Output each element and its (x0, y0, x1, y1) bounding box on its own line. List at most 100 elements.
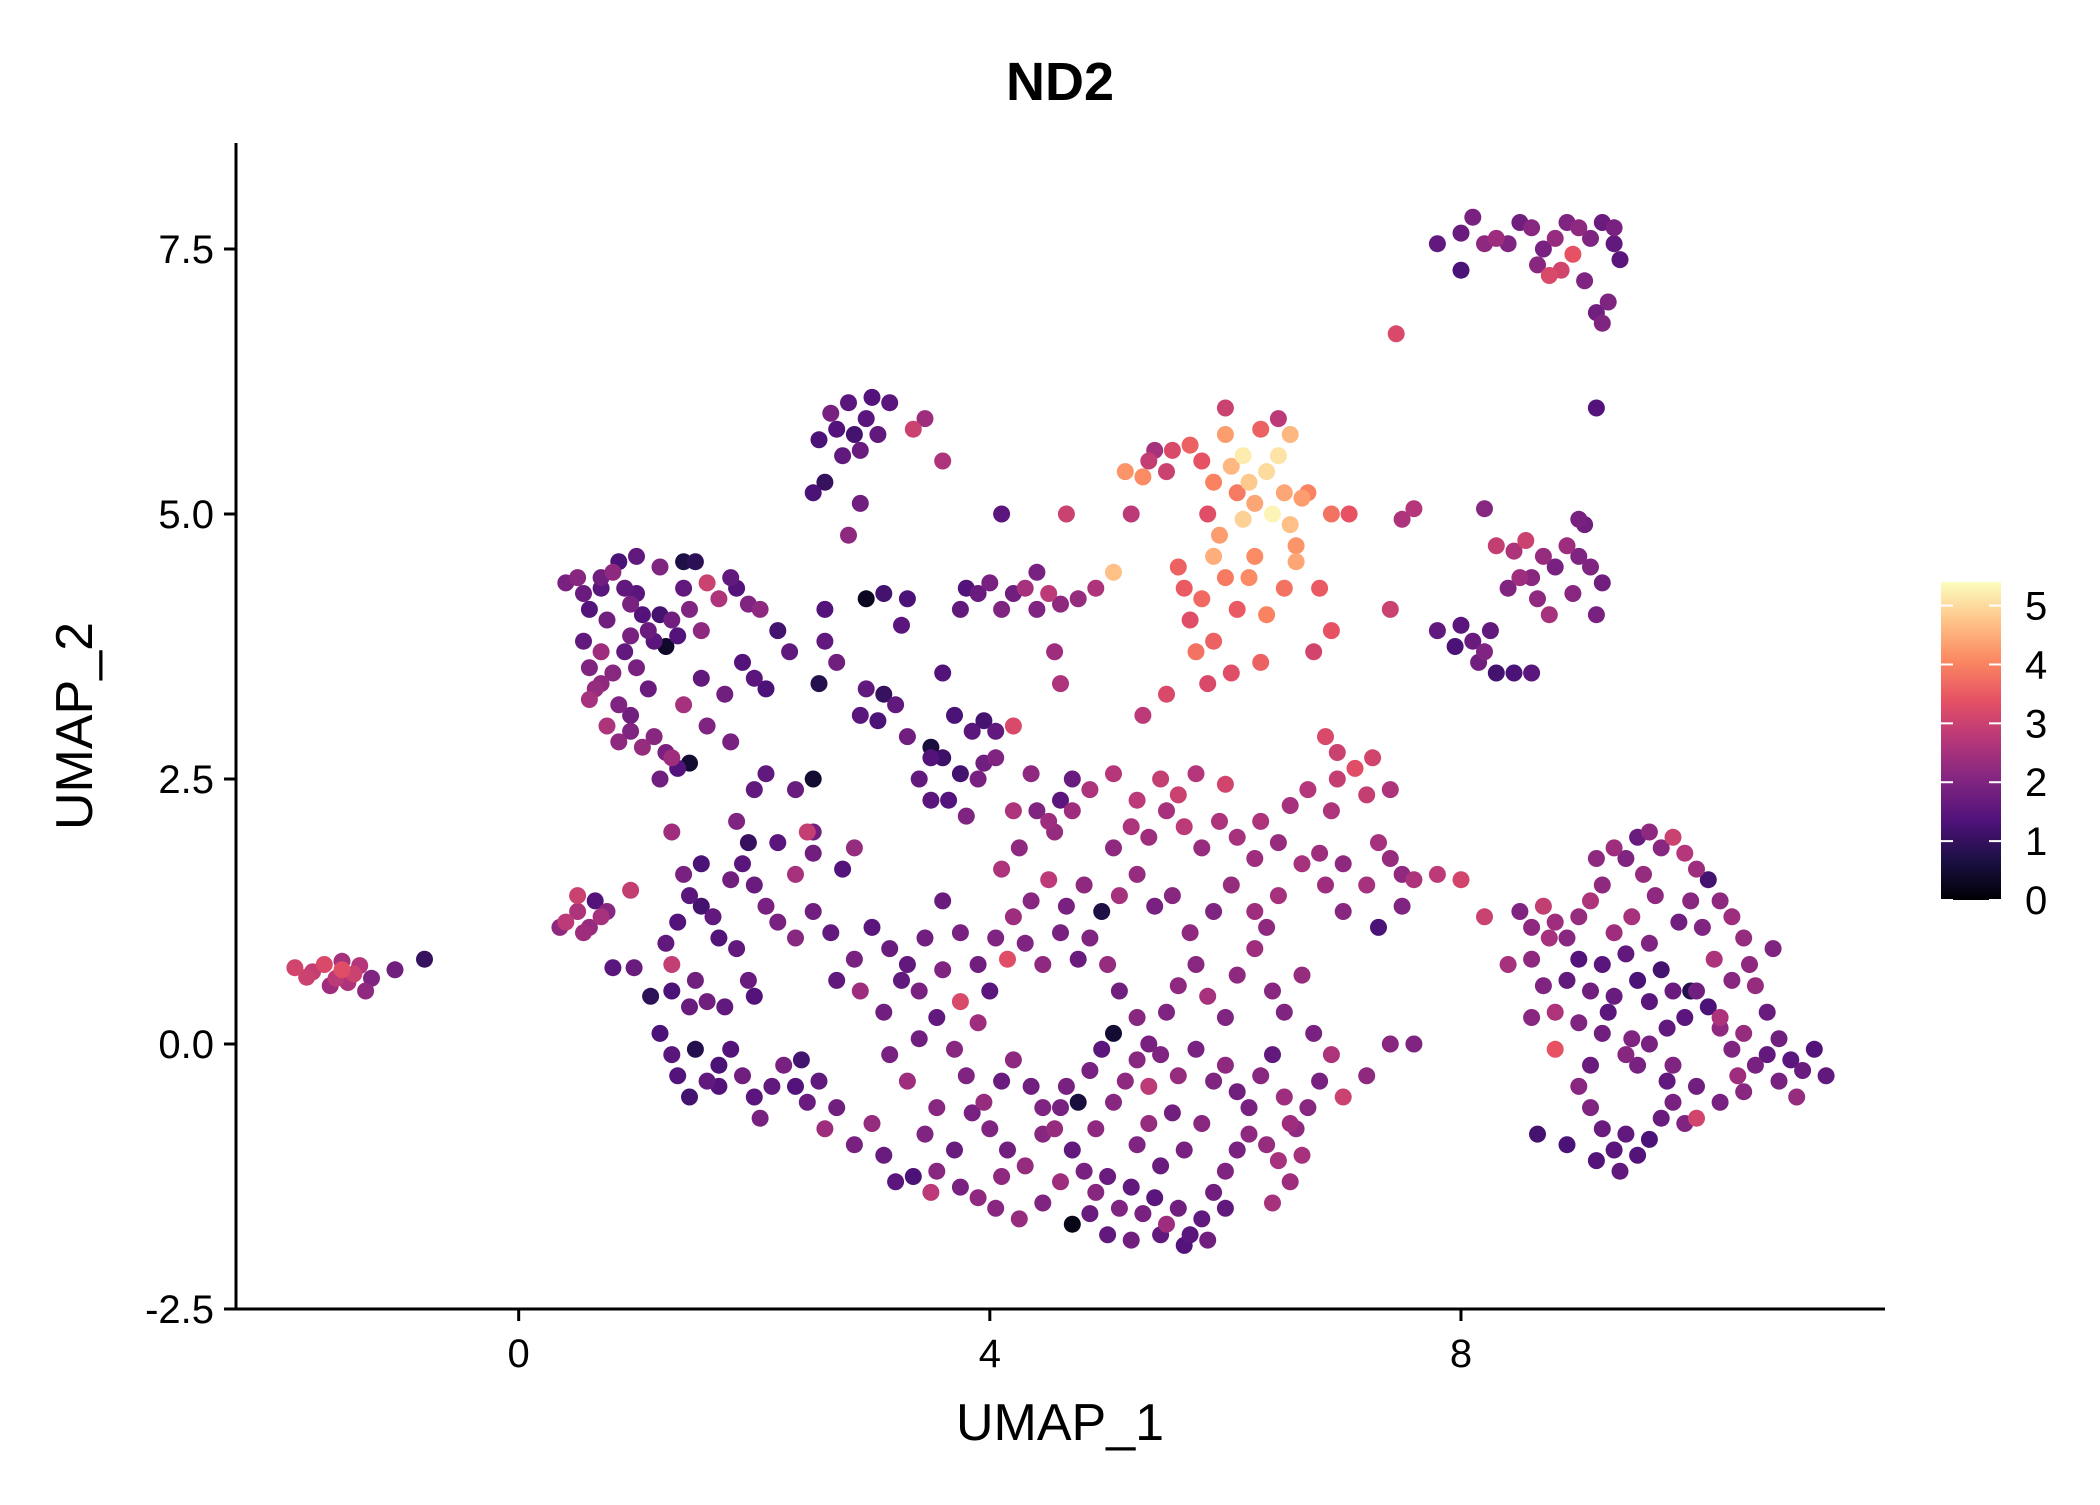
data-point (1640, 993, 1658, 1011)
data-point (845, 426, 863, 443)
data-point (1205, 547, 1223, 565)
data-point (1099, 956, 1117, 973)
data-point (1258, 1136, 1276, 1154)
data-point (816, 600, 834, 618)
data-point (1405, 500, 1423, 518)
data-point (1546, 1003, 1564, 1021)
data-point (1228, 600, 1246, 618)
data-point (569, 903, 587, 920)
data-point (1605, 219, 1623, 237)
data-point (1499, 579, 1517, 597)
data-point (639, 622, 657, 640)
data-point (1052, 924, 1069, 942)
data-point (993, 600, 1011, 618)
data-point (651, 770, 669, 788)
data-point (1222, 457, 1240, 475)
data-point (787, 781, 804, 799)
data-point (1623, 1030, 1641, 1048)
data-point (1405, 871, 1423, 889)
data-point (946, 1040, 963, 1058)
colorbar-tick-label: 1 (2025, 820, 2047, 864)
data-point (1004, 802, 1022, 820)
data-point (810, 1072, 828, 1090)
data-point (1046, 1120, 1064, 1138)
data-point (1099, 1226, 1117, 1244)
data-point (1481, 622, 1499, 640)
data-point (940, 791, 958, 809)
x-tick-label: 0 (508, 1332, 530, 1376)
data-point (1069, 590, 1087, 608)
data-point (698, 717, 716, 735)
data-point (622, 627, 640, 645)
data-point (580, 659, 598, 677)
data-point (922, 1183, 940, 1201)
data-point (969, 585, 987, 602)
data-point (1599, 293, 1617, 311)
data-point (1028, 802, 1046, 820)
data-point (1587, 850, 1605, 867)
data-point (1640, 934, 1658, 952)
data-point (993, 860, 1011, 878)
data-point (1181, 611, 1199, 629)
data-point (1593, 956, 1611, 973)
data-point (857, 590, 875, 608)
data-point (1328, 770, 1346, 788)
data-point (1635, 865, 1652, 883)
data-point (651, 1024, 669, 1042)
data-point (999, 950, 1016, 968)
data-point (1381, 600, 1399, 618)
data-point (769, 834, 787, 852)
data-point (1593, 876, 1611, 894)
data-point (999, 1141, 1016, 1159)
chart-title: ND2 (1006, 52, 1114, 112)
data-point (1523, 569, 1541, 587)
data-point (1564, 585, 1582, 602)
data-point (1063, 770, 1081, 788)
data-point (1010, 839, 1028, 857)
data-point (1069, 950, 1087, 968)
y-axis-ticks: -2.5 0.0 2.5 5.0 7.5 (145, 228, 236, 1332)
data-point (1582, 1099, 1599, 1117)
data-point (1169, 1067, 1187, 1085)
data-point (1081, 1205, 1099, 1223)
data-point (1487, 664, 1505, 682)
data-point (1540, 267, 1558, 284)
data-point (1558, 971, 1576, 989)
x-tick-label: 4 (979, 1332, 1001, 1376)
data-point (1705, 950, 1723, 968)
data-point (1134, 468, 1152, 486)
data-point (1134, 706, 1152, 724)
data-point (822, 404, 840, 422)
data-point (1052, 1173, 1069, 1191)
data-point (1381, 781, 1399, 799)
data-point (669, 913, 687, 931)
data-point (1193, 1210, 1211, 1228)
data-point (1293, 855, 1311, 873)
data-point (1105, 1024, 1122, 1042)
data-point (1334, 903, 1352, 920)
data-point (893, 971, 910, 989)
data-point (1546, 1040, 1564, 1058)
data-point (1146, 897, 1164, 915)
data-point (1010, 1210, 1028, 1228)
data-point (663, 749, 681, 767)
data-point (1163, 441, 1181, 459)
data-point (816, 1120, 834, 1138)
data-point (1682, 892, 1700, 910)
data-point (934, 749, 952, 767)
data-point (1246, 940, 1264, 958)
data-point (1534, 977, 1552, 995)
data-point (1334, 855, 1352, 873)
data-point (993, 1168, 1011, 1185)
data-point (751, 1109, 769, 1127)
data-point (1087, 1120, 1105, 1138)
x-axis-ticks: 0 4 8 (508, 1309, 1472, 1376)
data-point (1688, 1109, 1705, 1127)
data-point (1169, 977, 1187, 995)
data-point (1287, 553, 1305, 571)
data-point (1158, 463, 1175, 481)
data-point (592, 643, 610, 661)
data-point (751, 600, 769, 618)
data-point (1729, 1067, 1747, 1085)
data-point (1264, 1046, 1281, 1064)
